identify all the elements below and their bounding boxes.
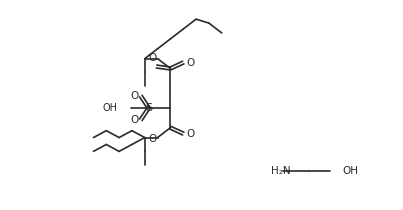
Text: H₂N: H₂N (271, 166, 291, 176)
Text: O: O (149, 53, 157, 63)
Text: O: O (186, 129, 194, 139)
Text: O: O (149, 134, 157, 144)
Text: OH: OH (102, 103, 117, 113)
Text: O: O (186, 58, 194, 68)
Text: O: O (131, 115, 139, 125)
Text: S: S (145, 103, 152, 113)
Text: OH: OH (342, 166, 358, 176)
Text: O: O (131, 91, 139, 101)
